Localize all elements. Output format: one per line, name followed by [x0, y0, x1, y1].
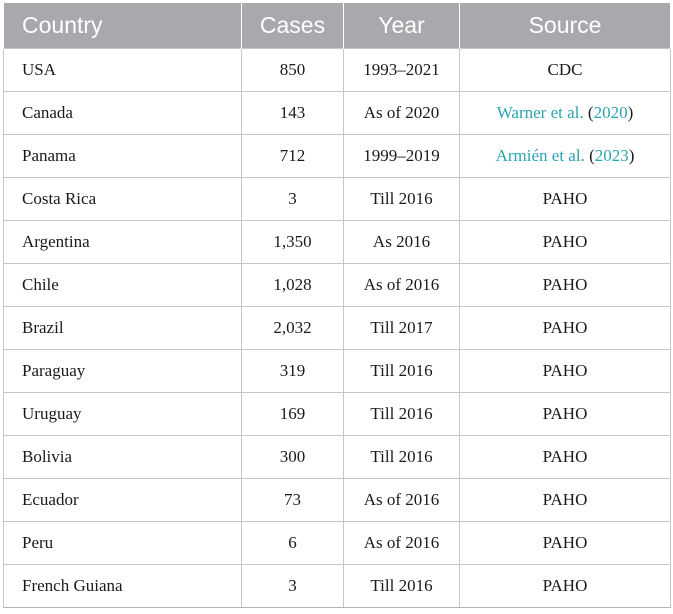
cell-country: Costa Rica [3, 177, 242, 221]
table-row: Bolivia 300 Till 2016 PAHO [3, 435, 671, 479]
cell-year: Till 2016 [343, 564, 460, 608]
cell-cases: 3 [241, 177, 344, 221]
cell-cases: 73 [241, 478, 344, 522]
table-row: Panama 712 1999–2019 Armién et al. (2023… [3, 134, 671, 178]
cell-cases: 3 [241, 564, 344, 608]
cell-cases: 300 [241, 435, 344, 479]
cell-source: PAHO [459, 306, 671, 350]
table-row: Chile 1,028 As of 2016 PAHO [3, 263, 671, 307]
cell-country: USA [3, 48, 242, 92]
cell-year: Till 2016 [343, 177, 460, 221]
cases-table: Country Cases Year Source USA 850 1993–2… [3, 3, 671, 608]
cell-country: Panama [3, 134, 242, 178]
citation-year-link[interactable]: 2023 [594, 146, 629, 165]
cell-year: Till 2016 [343, 435, 460, 479]
table-row: Ecuador 73 As of 2016 PAHO [3, 478, 671, 522]
cell-year: As 2016 [343, 220, 460, 264]
cell-cases: 319 [241, 349, 344, 393]
header-country: Country [3, 3, 242, 49]
citation-year-link[interactable]: 2020 [593, 103, 628, 122]
cell-year: Till 2017 [343, 306, 460, 350]
table-row: French Guiana 3 Till 2016 PAHO [3, 564, 671, 608]
cell-source: PAHO [459, 263, 671, 307]
cell-country: Uruguay [3, 392, 242, 436]
cell-cases: 169 [241, 392, 344, 436]
cell-country: Canada [3, 91, 242, 135]
cell-source: PAHO [459, 564, 671, 608]
cell-source: PAHO [459, 220, 671, 264]
cell-cases: 6 [241, 521, 344, 565]
cell-source: PAHO [459, 435, 671, 479]
table-body: USA 850 1993–2021 CDC Canada 143 As of 2… [3, 48, 671, 608]
cell-country: Chile [3, 263, 242, 307]
cell-country: Ecuador [3, 478, 242, 522]
header-row: Country Cases Year Source [3, 3, 671, 49]
citation-author-link[interactable]: Armién et al. [495, 146, 585, 165]
cell-year: As of 2016 [343, 263, 460, 307]
table-row: Paraguay 319 Till 2016 PAHO [3, 349, 671, 393]
table-header: Country Cases Year Source [3, 3, 671, 49]
cell-year: As of 2016 [343, 478, 460, 522]
table-row: Canada 143 As of 2020 Warner et al. (202… [3, 91, 671, 135]
cell-cases: 143 [241, 91, 344, 135]
table-row: Peru 6 As of 2016 PAHO [3, 521, 671, 565]
cell-source: PAHO [459, 349, 671, 393]
cell-country: Brazil [3, 306, 242, 350]
citation-paren-open: ( [583, 103, 594, 122]
cell-source: PAHO [459, 392, 671, 436]
citation-author-link[interactable]: Warner et al. [496, 103, 584, 122]
cell-year: Till 2016 [343, 349, 460, 393]
cell-country: Argentina [3, 220, 242, 264]
cell-source: PAHO [459, 177, 671, 221]
cell-cases: 1,028 [241, 263, 344, 307]
cell-country: Peru [3, 521, 242, 565]
table-row: Argentina 1,350 As 2016 PAHO [3, 220, 671, 264]
cell-country: Bolivia [3, 435, 242, 479]
cell-cases: 1,350 [241, 220, 344, 264]
cell-year: 1999–2019 [343, 134, 460, 178]
header-cases: Cases [241, 3, 344, 49]
table-row: USA 850 1993–2021 CDC [3, 48, 671, 92]
cell-source: Armién et al. (2023) [459, 134, 671, 178]
header-source: Source [459, 3, 671, 49]
cell-cases: 2,032 [241, 306, 344, 350]
cell-year: As of 2020 [343, 91, 460, 135]
citation-paren-close: ) [627, 103, 634, 122]
cell-cases: 850 [241, 48, 344, 92]
table-row: Brazil 2,032 Till 2017 PAHO [3, 306, 671, 350]
cell-country: French Guiana [3, 564, 242, 608]
cell-year: Till 2016 [343, 392, 460, 436]
cell-source: CDC [459, 48, 671, 92]
cell-country: Paraguay [3, 349, 242, 393]
cell-source: PAHO [459, 478, 671, 522]
header-year: Year [343, 3, 460, 49]
table-row: Uruguay 169 Till 2016 PAHO [3, 392, 671, 436]
cell-year: As of 2016 [343, 521, 460, 565]
cell-year: 1993–2021 [343, 48, 460, 92]
citation-paren-open: ( [584, 146, 595, 165]
table-row: Costa Rica 3 Till 2016 PAHO [3, 177, 671, 221]
cell-cases: 712 [241, 134, 344, 178]
citation-paren-close: ) [628, 146, 635, 165]
cell-source: PAHO [459, 521, 671, 565]
cell-source: Warner et al. (2020) [459, 91, 671, 135]
